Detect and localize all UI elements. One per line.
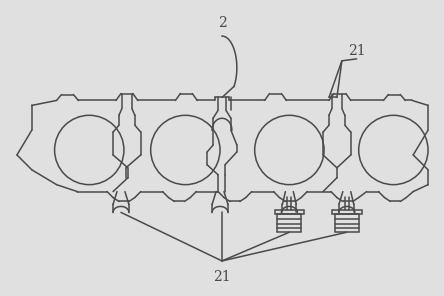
- Text: 21: 21: [348, 44, 365, 58]
- Bar: [332, 210, 362, 214]
- Text: 21: 21: [213, 270, 231, 284]
- Text: 2: 2: [218, 16, 226, 30]
- Bar: [335, 214, 359, 232]
- Bar: [274, 210, 304, 214]
- Bar: [278, 214, 301, 232]
